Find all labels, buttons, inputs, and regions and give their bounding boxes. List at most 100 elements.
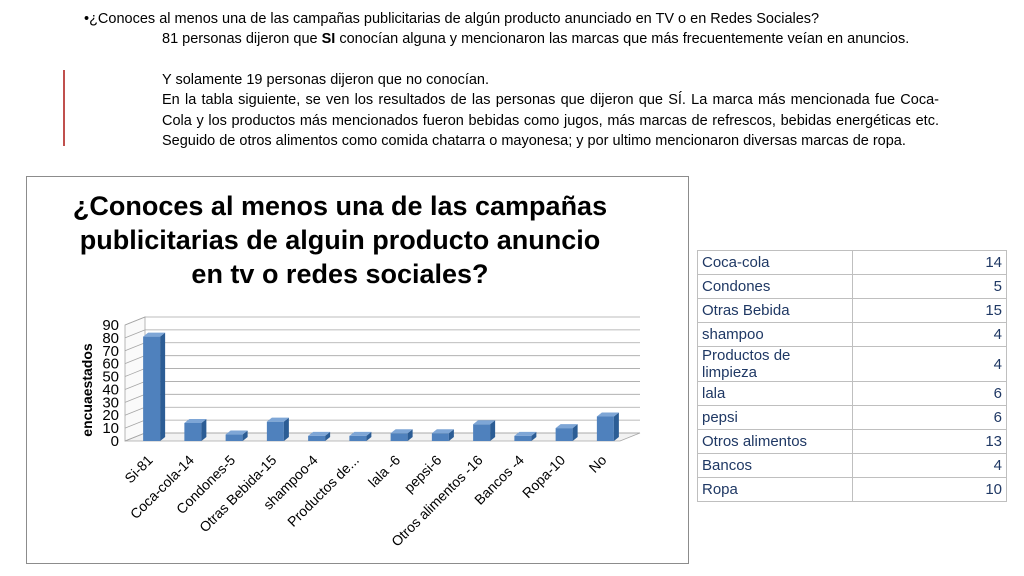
bar	[225, 434, 243, 441]
table-cell-label: Coca-cola	[697, 250, 853, 275]
results-table: Coca-cola 14 Condones 5 Otras Bebida 15 shampo…	[697, 250, 1007, 502]
y-tick-label: 40	[102, 381, 119, 398]
bar-side	[490, 420, 496, 441]
p1-bold-si: SI	[321, 31, 336, 47]
table-cell-label: Bancos	[697, 453, 853, 478]
bar-top	[308, 431, 331, 436]
paragraph-no-count: Y solamente 19 personas dijeron que no c…	[162, 72, 490, 88]
x-tick-label: lala -6	[365, 452, 403, 490]
bar-top	[184, 418, 207, 423]
bar	[514, 435, 532, 441]
bar-side	[366, 431, 372, 441]
table-cell-value: 4	[852, 322, 1007, 347]
table-cell-value: 4	[852, 346, 1007, 382]
bar	[308, 435, 326, 441]
gridline-diagonal	[124, 419, 146, 429]
bar-top	[596, 412, 619, 417]
table-row: pepsi 6	[697, 405, 1007, 430]
bar-side	[407, 429, 413, 441]
table-row: Condones 5	[697, 274, 1007, 299]
table-cell-label: Otras Bebida	[697, 298, 853, 323]
gridline-diagonal	[124, 355, 146, 365]
bar-top	[555, 424, 578, 429]
table-row: Otras Bebida 15	[697, 298, 1007, 323]
table-cell-value: 13	[852, 429, 1007, 454]
gridline-diagonal	[124, 316, 146, 326]
y-axis-label: encuaestados	[79, 343, 95, 437]
y-tick-label: 50	[102, 369, 119, 386]
gridline-diagonal	[124, 329, 146, 339]
x-tick-label: Productos de...	[284, 452, 362, 530]
table-cell-value: 14	[852, 250, 1007, 275]
bar	[184, 422, 202, 441]
paragraph-results: En la tabla siguiente, se ven los result…	[162, 92, 939, 149]
table-cell-label: Productos de limpieza	[697, 346, 853, 382]
y-tick-label: 80	[102, 330, 119, 347]
bar	[266, 421, 284, 441]
bar-side	[160, 332, 166, 441]
table-row: Productos de limpieza 4	[697, 346, 1007, 382]
paragraph-si-count: 81 personas dijeron que SI conocían algu…	[162, 29, 939, 50]
bar-top	[473, 420, 496, 425]
chart-title-line-2: publicitarias de alguin producto anuncio	[79, 225, 601, 255]
gridline-diagonal	[124, 381, 146, 390]
bar	[390, 433, 408, 441]
y-tick-label: 30	[102, 394, 119, 411]
bar-chart: 0102030405060708090encuaestadosSi-81Coca…	[79, 316, 641, 550]
p1-text-start: 81 personas dijeron que	[162, 31, 322, 47]
x-tick-label: No	[586, 452, 610, 476]
decorative-accent-bar	[63, 70, 65, 146]
p1-text-end: conocían alguna y mencionaron las marcas…	[335, 31, 910, 47]
bar	[349, 435, 367, 441]
table-cell-value: 10	[852, 477, 1007, 502]
bar-side	[283, 417, 289, 441]
bar-side	[531, 431, 537, 441]
y-tick-label: 60	[102, 356, 119, 373]
y-tick-label: 20	[102, 407, 119, 424]
table-cell-value: 15	[852, 298, 1007, 323]
bar-top	[143, 332, 166, 337]
chart-side-wall	[124, 316, 146, 442]
x-tick-label: Ropa-10	[519, 452, 568, 501]
table-cell-value: 6	[852, 405, 1007, 430]
survey-question: •¿Conoces al menos una de las campañas p…	[84, 11, 820, 27]
table-row: lala 6	[697, 381, 1007, 406]
gridline-diagonal	[124, 406, 146, 416]
table-row: Coca-cola 14	[697, 250, 1007, 275]
table-cell-label: Ropa	[697, 477, 853, 502]
bar-side	[325, 431, 331, 441]
y-tick-label: 90	[102, 317, 119, 334]
bar-top	[431, 429, 454, 434]
gridline-diagonal	[124, 393, 146, 403]
chart-title-line-3: en tv o redes sociales?	[191, 259, 489, 289]
bar-top	[349, 431, 372, 436]
table-cell-label: Condones	[697, 274, 853, 299]
bar-top	[390, 429, 413, 434]
chart-title-line-1: ¿Conoces al menos una de las campañas	[72, 191, 608, 221]
bar-top	[514, 431, 537, 436]
x-tick-label: Si-81	[121, 452, 156, 487]
table-cell-label: Otros alimentos	[697, 429, 853, 454]
y-tick-label: 10	[102, 420, 119, 437]
bar	[555, 428, 573, 441]
y-tick-label: 0	[111, 433, 119, 450]
table-cell-label: shampoo	[697, 322, 853, 347]
table-cell-label: pepsi	[697, 405, 853, 430]
gridline-diagonal	[124, 342, 146, 352]
bar-side	[242, 430, 248, 441]
bar-side	[572, 424, 578, 441]
y-tick-label: 70	[102, 343, 119, 360]
table-row: Otros alimentos 13	[697, 429, 1007, 454]
gridline-diagonal	[124, 368, 146, 377]
bar-side	[613, 412, 619, 441]
bar	[431, 433, 449, 441]
table-cell-value: 5	[852, 274, 1007, 299]
table-cell-label: lala	[697, 381, 853, 406]
bar-side	[201, 418, 207, 441]
bar-top	[225, 430, 248, 435]
bar	[596, 416, 614, 441]
table-cell-value: 6	[852, 381, 1007, 406]
table-row: Ropa 10	[697, 477, 1007, 502]
table-row: Bancos 4	[697, 453, 1007, 478]
table-row: shampoo 4	[697, 322, 1007, 347]
